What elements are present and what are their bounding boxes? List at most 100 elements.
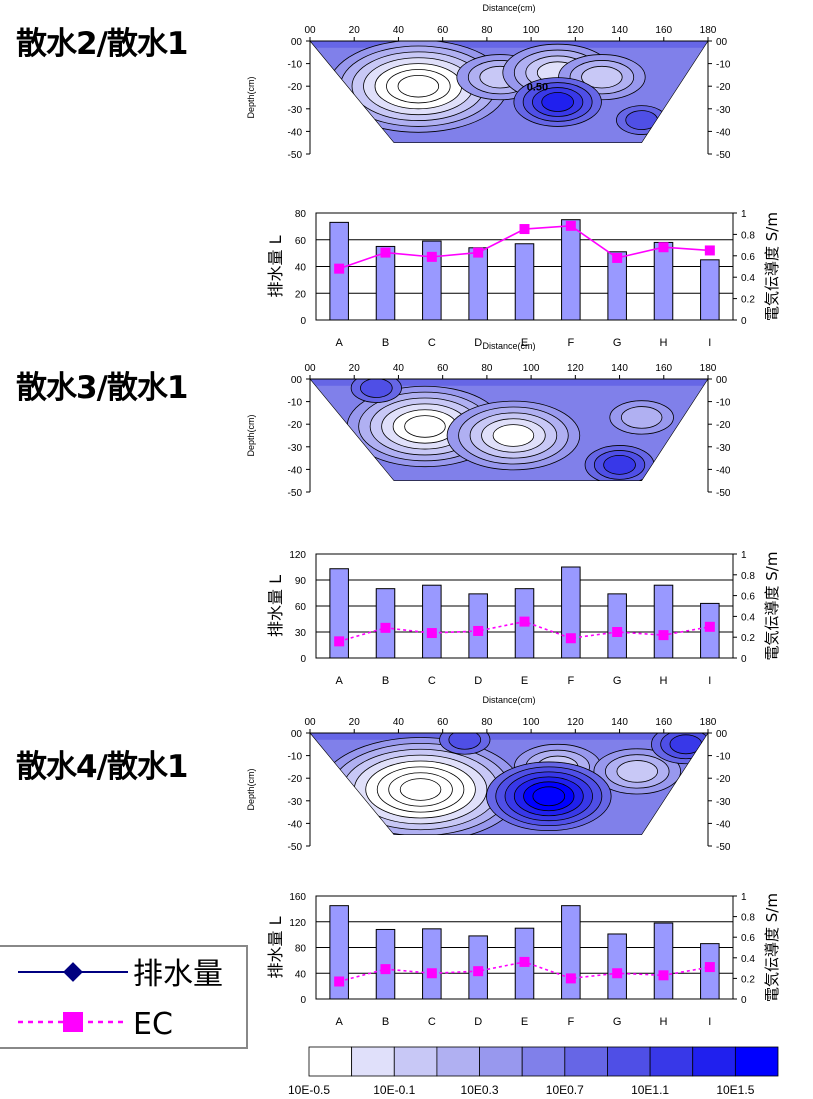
bar [329,905,349,1000]
contour-label: 0.50 [527,82,548,94]
y-tick-label-right: -40 [716,127,731,138]
y-tick-label: -50 [288,150,303,161]
y2-tick-label: 0.6 [741,592,755,603]
y-tick-label-right: -40 [716,465,731,476]
colorbar-swatch [692,1046,736,1077]
y-tick-label-right: -10 [716,60,731,71]
x-tick-label: 00 [304,25,316,36]
surface-band [310,379,708,386]
ec-point [612,627,623,637]
category-label: H [660,1016,668,1028]
heatmap-contours [310,733,708,835]
colorbar-tick-label: 10E0.7 [546,1083,584,1097]
y2-tick-label: 1 [741,209,747,220]
y-tick-label-right: 00 [716,37,728,48]
x-tick-label: 100 [523,25,540,36]
colorbar-swatch [521,1046,566,1077]
category-label: E [521,337,528,349]
x-tick-label: 60 [437,25,449,36]
colorbar-swatch [479,1046,523,1077]
category-label: H [660,337,668,349]
y-tick-label: 80 [295,944,307,955]
heatmap-contours [310,41,708,143]
contour-low [399,778,442,801]
category-label: A [335,675,343,687]
y-tick-label-right: -40 [716,819,731,830]
bar-panel: 0 40 80 120 160 0 0.2 0.4 0.6 0.8 1 A B C D E F G H I 排水量 L 電… [266,892,781,1028]
y-tick-label: 00 [291,37,303,48]
bar [422,928,442,1000]
y2-tick-label: 0 [741,654,747,665]
colorbar-tick-label: 10E1.1 [631,1083,669,1097]
section-title-3: 散水4/散水1 [16,749,188,785]
x-tick-label: 180 [700,25,717,36]
category-label: G [613,337,622,349]
y2-tick-label: 0 [741,995,747,1006]
contour-high [625,110,658,130]
y-tick-label-right: -20 [716,82,731,93]
y-axis-title: Depth(cm) [246,76,256,118]
category-label: A [335,1016,343,1028]
colorbar-swatch [436,1046,480,1077]
colorbar-swatch [351,1046,395,1077]
y-tick-label-right: 00 [716,375,728,386]
ec-point [565,973,576,984]
y-tick-label: -30 [288,797,303,808]
contour-low [620,406,663,429]
y-tick-label: 30 [295,628,307,639]
contour-low [616,760,658,783]
y-axis-title: 排水量 L [266,235,285,297]
ec-point [704,962,715,973]
bar [422,584,442,659]
bar [607,251,627,321]
ec-point [380,622,391,633]
bar [468,247,488,321]
y2-tick-label: 0.8 [741,913,755,924]
ec-point [426,628,437,639]
y-tick-label-right: 00 [716,729,728,740]
contour-low [397,74,440,98]
category-label: B [382,1016,389,1028]
colorbar-tick-label: 10E-0.1 [373,1083,415,1097]
category-label: E [521,675,528,687]
x-tick-label: 80 [481,363,493,374]
y-tick-label-right: -50 [716,488,731,499]
y-tick-label: -10 [288,398,303,409]
x-tick-label: 180 [700,363,717,374]
x-tick-label: 40 [393,25,405,36]
contour-high [360,379,393,398]
category-label: C [428,337,436,349]
legend-marker-square [63,1012,83,1032]
category-label: A [335,337,343,349]
y-tick-label-right: -30 [716,797,731,808]
y2-tick-label: 1 [741,550,747,561]
x-tick-label: 160 [655,363,672,374]
section-title-1: 散水2/散水1 [16,26,188,62]
ec-point [519,224,530,235]
ec-point [612,968,623,979]
ec-point [334,263,345,274]
bar [561,219,581,321]
y2-axis-title: 電気伝導度 S/m [763,552,781,661]
bar [607,593,627,659]
contour-low [492,424,535,447]
colorbar-swatch [734,1046,779,1077]
x-tick-label: 120 [567,363,584,374]
colorbar-tick-label: 10E1.5 [716,1083,754,1097]
colorbar-swatch [564,1046,608,1077]
x-tick-label: 160 [655,25,672,36]
x-tick-label: 140 [611,25,628,36]
x-tick-label: 140 [611,363,628,374]
x-tick-label: 120 [567,25,584,36]
heatmap-contours [310,379,708,481]
y2-tick-label: 0.8 [741,230,755,241]
y-tick-label: -40 [288,465,303,476]
y-tick-label: 20 [295,289,307,300]
y2-tick-label: 0.4 [741,273,755,284]
y-tick-label: -20 [288,774,303,785]
colorbar-swatch [308,1046,353,1077]
ec-point [334,976,345,987]
bar [561,566,581,659]
